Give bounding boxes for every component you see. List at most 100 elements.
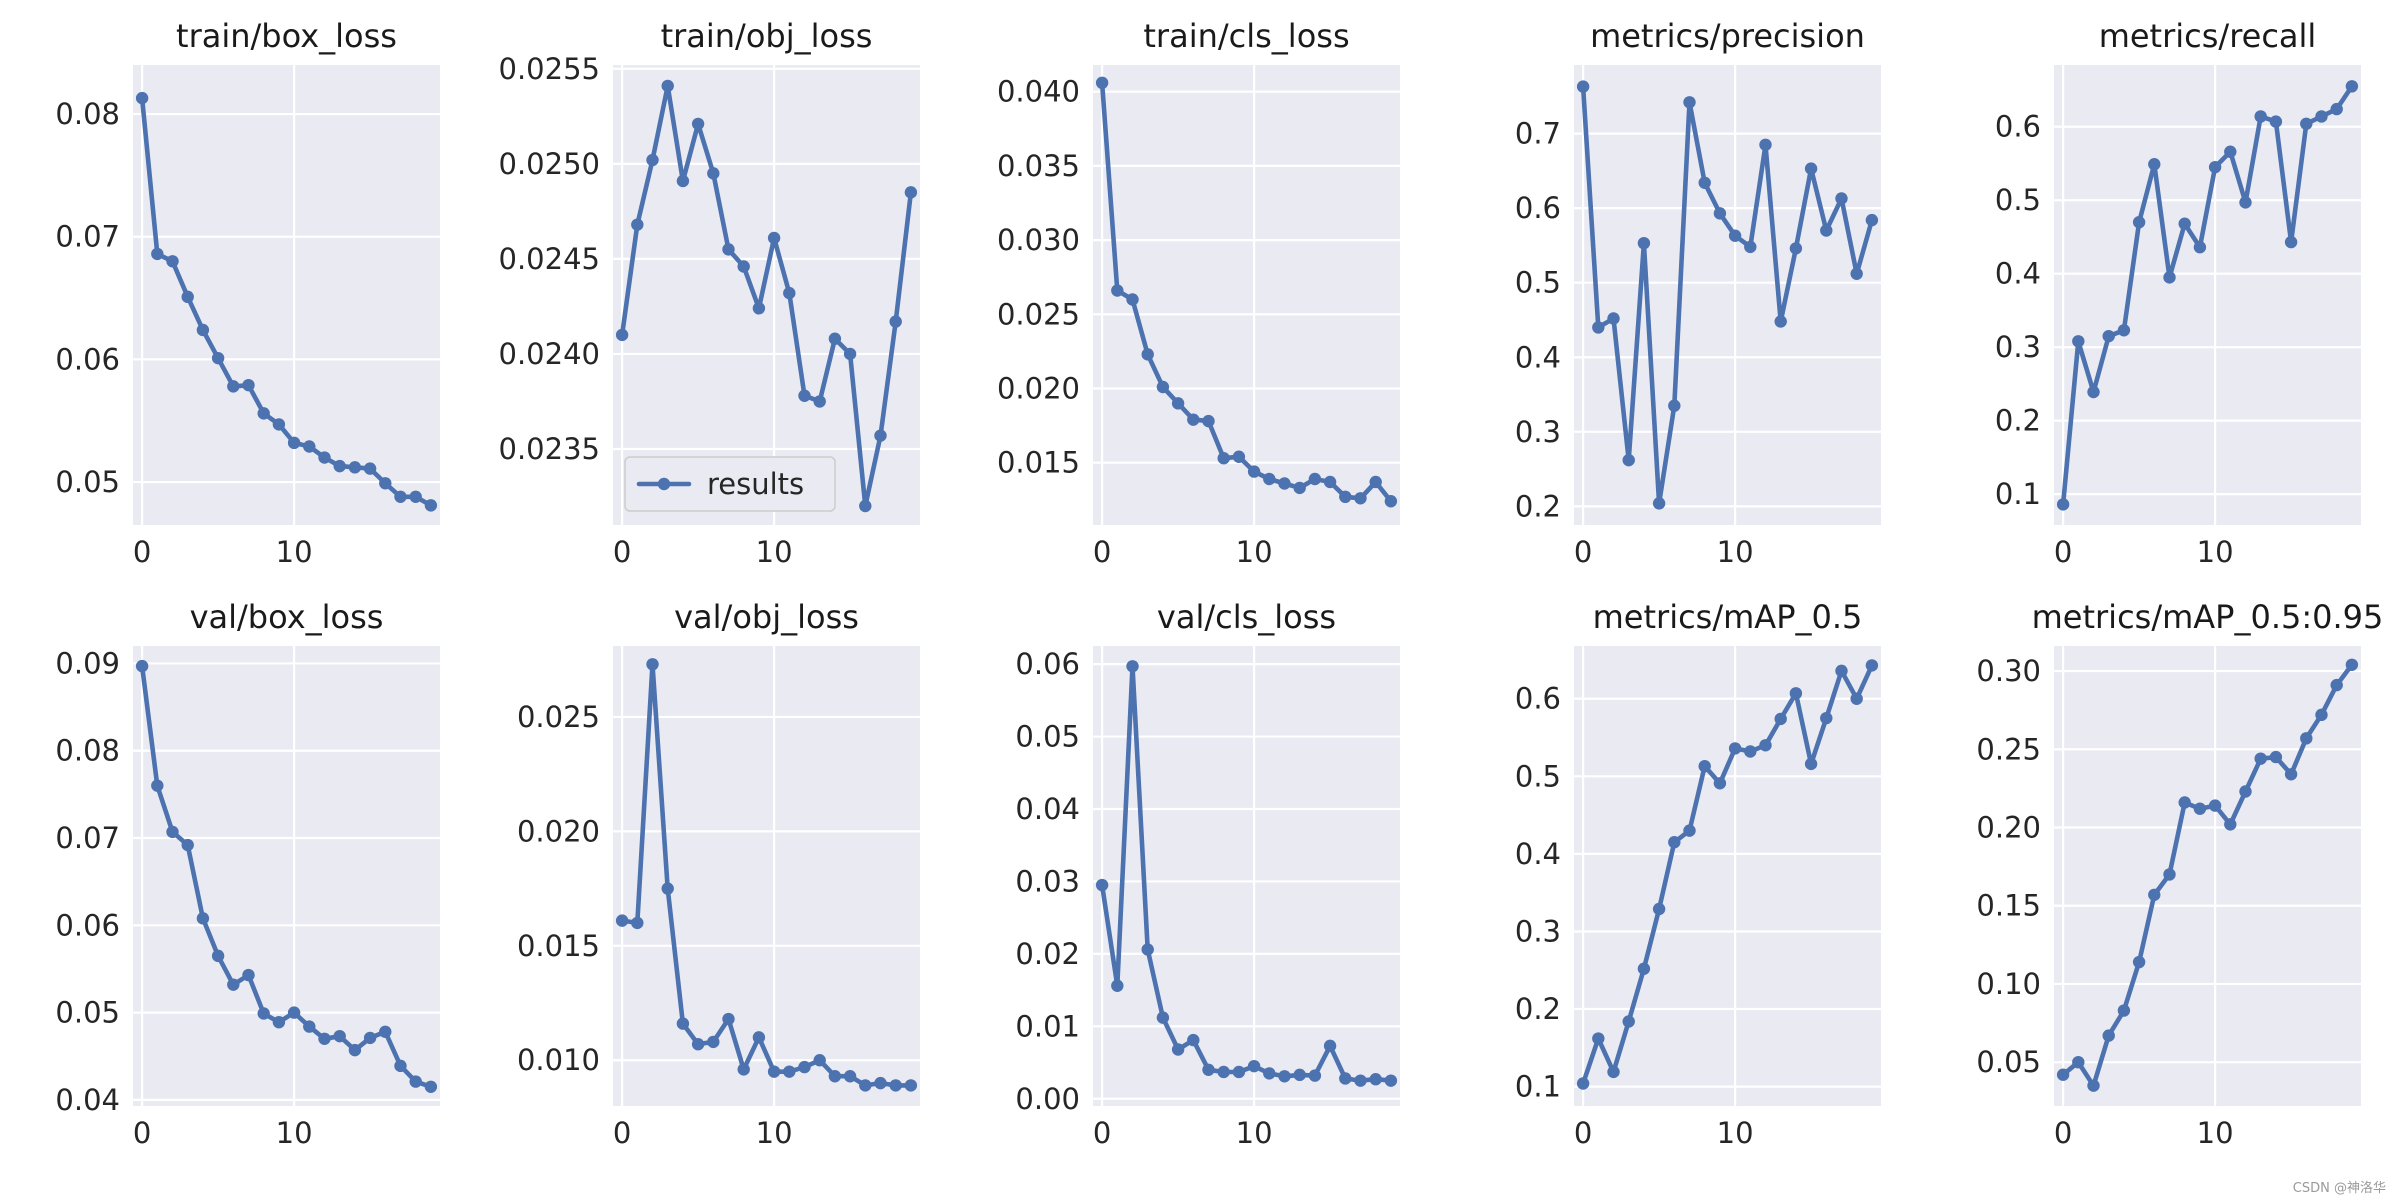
data-point — [348, 461, 362, 474]
data-point — [151, 247, 164, 261]
data-point — [2102, 1029, 2115, 1042]
legend-label: results — [707, 467, 804, 501]
data-point — [1698, 760, 1711, 773]
data-point — [691, 117, 705, 131]
data-point — [1202, 1063, 1215, 1076]
data-point — [2102, 329, 2115, 343]
x-tick-label: 10 — [276, 1116, 313, 1150]
data-point — [196, 912, 210, 925]
data-point — [1323, 475, 1337, 489]
data-point — [333, 1029, 346, 1043]
data-point — [1111, 284, 1124, 297]
data-point — [2254, 110, 2267, 123]
y-tick-label: 0.09 — [55, 646, 120, 680]
data-point — [615, 328, 629, 342]
data-point — [798, 1060, 811, 1074]
y-tick-label: 0.035 — [997, 149, 1080, 183]
plot-area — [1574, 646, 1881, 1106]
data-point — [767, 231, 781, 245]
data-point — [1126, 660, 1139, 673]
plot-area — [613, 646, 920, 1106]
data-point — [859, 1079, 872, 1092]
subplot-title: metrics/precision — [1590, 17, 1865, 55]
y-tick-label: 0.4 — [1995, 257, 2041, 291]
data-point — [394, 490, 407, 503]
data-point — [303, 440, 316, 453]
data-point — [1293, 1068, 1306, 1082]
data-point — [1835, 192, 1848, 205]
data-point — [1171, 1043, 1185, 1056]
plot-area — [133, 646, 440, 1106]
plot-area — [2054, 65, 2361, 525]
data-point — [874, 1076, 887, 1090]
data-point — [1789, 242, 1803, 255]
data-point — [1820, 711, 1833, 725]
y-tick-label: 0.5 — [1995, 183, 2041, 217]
data-point — [2163, 868, 2176, 881]
data-point — [1804, 162, 1818, 175]
data-point — [1232, 1065, 1246, 1079]
y-tick-label: 0.015 — [517, 929, 600, 963]
data-point — [2208, 160, 2222, 174]
data-point — [2254, 752, 2267, 765]
data-point — [166, 825, 179, 839]
data-point — [2224, 145, 2237, 158]
x-tick-label: 10 — [1236, 535, 1273, 569]
data-point — [242, 378, 255, 392]
data-point — [348, 1043, 362, 1057]
data-point — [767, 1065, 781, 1078]
data-point — [181, 290, 194, 304]
subplot-title: train/cls_loss — [1143, 17, 1349, 55]
data-point — [1095, 76, 1109, 90]
data-point — [1278, 477, 1291, 490]
data-point — [2193, 802, 2207, 815]
y-tick-label: 0.025 — [997, 297, 1080, 331]
data-point — [1354, 1074, 1367, 1087]
legend-point-marker — [657, 477, 671, 491]
y-tick-label: 0.2 — [1515, 489, 1561, 523]
data-point — [889, 315, 902, 328]
subplot-train-obj-loss: 0 10 0.0235 0.0240 0.0245 0.0250 0.0255 train/o… — [499, 17, 920, 569]
legend-box — [624, 456, 836, 512]
data-point — [1713, 777, 1727, 790]
data-point — [661, 882, 674, 895]
data-point — [2132, 216, 2146, 229]
subplot-title: val/cls_loss — [1157, 598, 1336, 636]
data-point — [1323, 1039, 1337, 1053]
x-tick-label: 0 — [1574, 1116, 1592, 1150]
x-tick-label: 0 — [613, 1116, 631, 1150]
data-point — [1247, 1059, 1261, 1073]
data-point — [722, 1012, 735, 1026]
data-point — [676, 1017, 690, 1030]
data-point — [303, 1020, 316, 1033]
data-point — [1171, 397, 1185, 410]
data-point — [1607, 1065, 1620, 1079]
x-tick-label: 10 — [1717, 1116, 1754, 1150]
y-tick-label: 0.5 — [1515, 266, 1561, 300]
data-point — [272, 418, 286, 431]
x-tick-label: 10 — [1717, 535, 1754, 569]
data-point — [363, 1031, 377, 1045]
data-point — [1713, 207, 1727, 220]
subplot-title: val/box_loss — [190, 598, 384, 636]
data-point — [242, 968, 255, 982]
data-point — [843, 347, 857, 361]
data-point — [1865, 659, 1879, 672]
y-tick-label: 0.4 — [1515, 340, 1561, 374]
data-point — [1339, 1072, 1352, 1085]
data-point — [424, 1080, 438, 1093]
subplot-title: train/obj_loss — [661, 17, 873, 55]
data-point — [1384, 1074, 1398, 1087]
y-tick-label: 0.020 — [517, 814, 600, 848]
data-point — [1622, 453, 1635, 467]
y-tick-label: 0.0240 — [499, 337, 600, 371]
data-point — [333, 459, 346, 473]
data-point — [2163, 271, 2176, 284]
data-point — [151, 779, 164, 792]
subplot-train-box-loss: 0 10 0.05 0.06 0.07 0.08 train/box_loss — [55, 17, 440, 569]
data-point — [1354, 492, 1367, 505]
y-tick-label: 0.010 — [517, 1043, 600, 1077]
x-tick-label: 10 — [2197, 535, 2234, 569]
data-point — [904, 1079, 918, 1092]
